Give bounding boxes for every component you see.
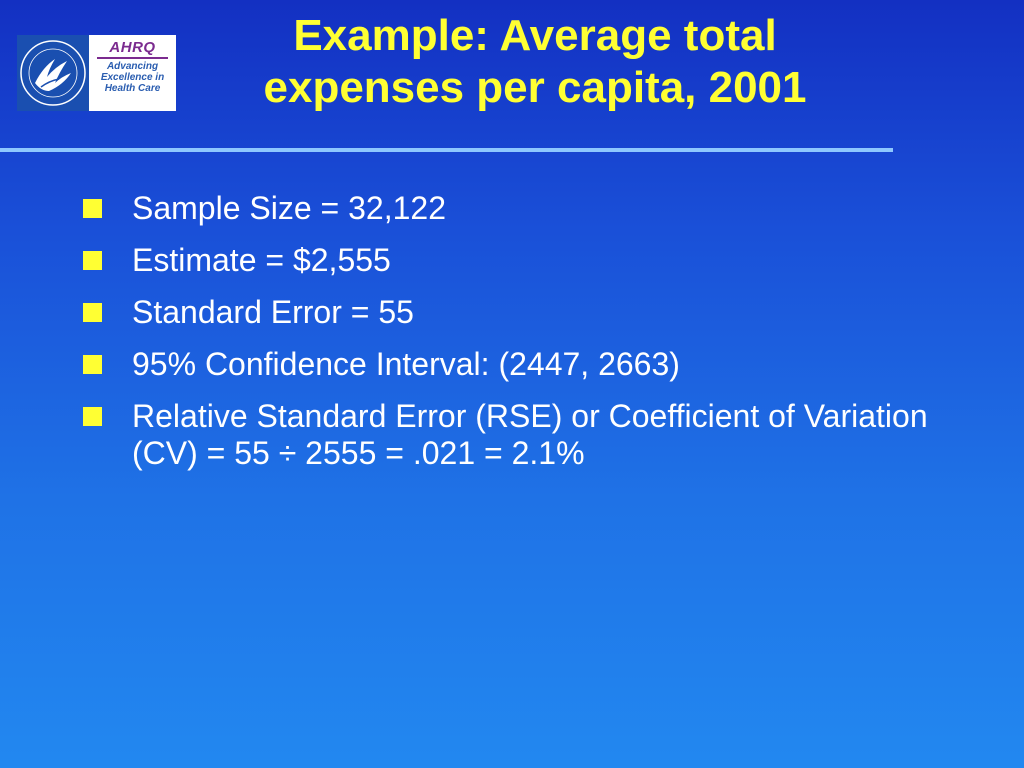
hhs-seal-icon: [17, 35, 89, 111]
bullet-text: 95% Confidence Interval: (2447, 2663): [132, 346, 680, 382]
square-bullet-icon: [83, 407, 102, 426]
slide-title-line1: Example: Average total: [293, 11, 777, 60]
ahrq-tagline-line3: Health Care: [104, 83, 161, 94]
title-divider: [0, 148, 893, 152]
slide-title-line2: expenses per capita, 2001: [263, 63, 807, 112]
bullet-text: Standard Error = 55: [132, 294, 414, 330]
bullet-item-rse-cv: Relative Standard Error (RSE) or Coeffic…: [82, 398, 962, 472]
bullet-item-sample-size: Sample Size = 32,122: [82, 190, 962, 227]
bullet-item-confidence-interval: 95% Confidence Interval: (2447, 2663): [82, 346, 962, 383]
square-bullet-icon: [83, 251, 102, 270]
bullet-list: Sample Size = 32,122 Estimate = $2,555 S…: [82, 190, 962, 487]
square-bullet-icon: [83, 303, 102, 322]
bullet-item-estimate: Estimate = $2,555: [82, 242, 962, 279]
ahrq-logo: AHRQ Advancing Excellence in Health Care: [89, 35, 176, 111]
square-bullet-icon: [83, 355, 102, 374]
bullet-item-standard-error: Standard Error = 55: [82, 294, 962, 331]
slide-title: Example: Average total expenses per capi…: [200, 10, 870, 114]
bullet-text: Estimate = $2,555: [132, 242, 391, 278]
ahrq-logo-name: AHRQ: [97, 39, 168, 59]
square-bullet-icon: [83, 199, 102, 218]
bullet-text: Relative Standard Error (RSE) or Coeffic…: [132, 398, 928, 471]
bullet-text: Sample Size = 32,122: [132, 190, 446, 226]
agency-logo: AHRQ Advancing Excellence in Health Care: [17, 35, 176, 111]
ahrq-tagline-line1: Advancing: [106, 61, 159, 72]
ahrq-tagline-line2: Excellence in: [100, 72, 165, 83]
